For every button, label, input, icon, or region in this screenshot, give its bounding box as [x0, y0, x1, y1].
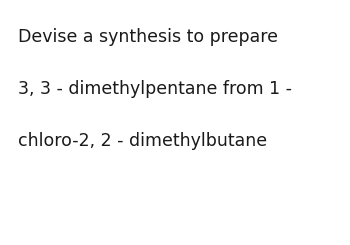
Text: Devise a synthesis to prepare: Devise a synthesis to prepare — [18, 28, 278, 46]
Text: chloro-2, 2 - dimethylbutane: chloro-2, 2 - dimethylbutane — [18, 132, 267, 150]
Text: 3, 3 - dimethylpentane from 1 -: 3, 3 - dimethylpentane from 1 - — [18, 80, 292, 98]
